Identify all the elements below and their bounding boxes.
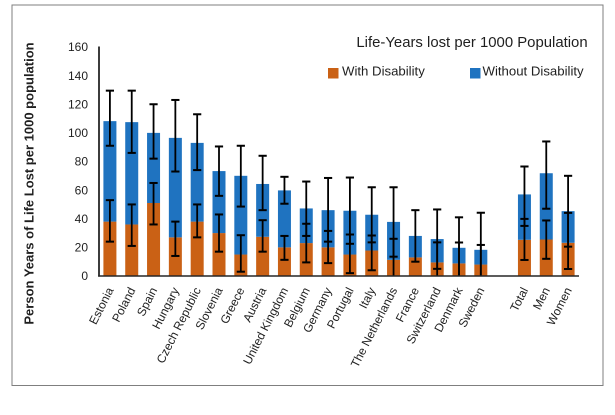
svg-text:140: 140 [68, 69, 88, 83]
svg-text:0: 0 [81, 269, 88, 283]
svg-text:60: 60 [75, 183, 89, 197]
svg-text:120: 120 [68, 97, 88, 111]
svg-text:100: 100 [68, 126, 88, 140]
svg-text:40: 40 [75, 212, 89, 226]
svg-text:80: 80 [75, 155, 89, 169]
svg-text:With Disability: With Disability [342, 64, 425, 79]
svg-text:20: 20 [75, 241, 89, 255]
svg-text:Life-Years lost per 1000 Popul: Life-Years lost per 1000 Population [356, 35, 587, 51]
svg-text:Person Years of Life Lost per: Person Years of Life Lost per 1000 popul… [22, 42, 37, 324]
svg-text:Without Disability: Without Disability [483, 64, 585, 79]
svg-text:160: 160 [68, 40, 88, 54]
